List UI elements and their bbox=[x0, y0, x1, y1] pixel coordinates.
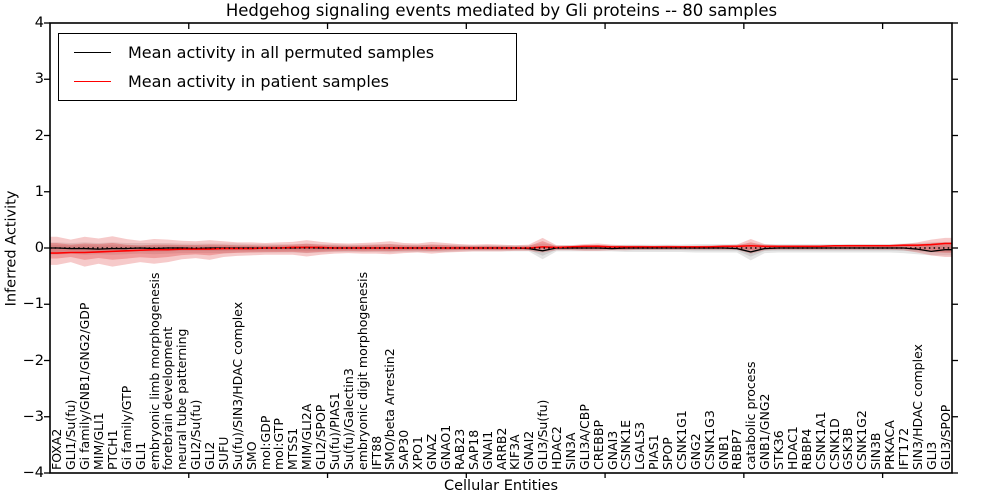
patient-samples-range-band bbox=[50, 236, 952, 267]
x-tick-label: PTCH1 bbox=[104, 429, 120, 470]
legend: Mean activity in all permuted samples Me… bbox=[58, 33, 517, 101]
legend-entry-patient: Mean activity in patient samples bbox=[59, 67, 516, 96]
x-tick-label: PIAS1 bbox=[646, 434, 662, 470]
x-tick-label: neural tube patterning bbox=[174, 328, 190, 470]
x-tick-label: IFT172 bbox=[895, 427, 911, 470]
x-tick-label: CSNK1G1 bbox=[673, 410, 689, 470]
x-tick-label: embryonic limb morphogenesis bbox=[146, 272, 162, 470]
x-tick-label: GNAI3 bbox=[604, 430, 620, 470]
x-tick-label: GLI3/SPOP bbox=[937, 404, 953, 470]
x-tick-label: GLI3/Su(fu) bbox=[535, 399, 551, 470]
y-tick-label: 2 bbox=[34, 127, 44, 144]
chart-title: Hedgehog signaling events mediated by Gl… bbox=[225, 1, 778, 20]
x-tick-label: LGALS3 bbox=[632, 421, 648, 470]
plot-border bbox=[49, 22, 953, 474]
y-tick-label: 1 bbox=[34, 183, 44, 200]
x-tick-label: embryonic digit morphogenesis bbox=[354, 271, 370, 470]
y-tick-label: 3 bbox=[34, 71, 44, 88]
x-tick-label: mol:GDP bbox=[257, 415, 273, 470]
x-tick-label: CSNK1G3 bbox=[701, 410, 717, 470]
x-tick-label: Su(fu)/Galectin3 bbox=[340, 368, 356, 470]
x-tick-label: SIN3A bbox=[562, 432, 578, 470]
x-tick-label: GNAZ bbox=[424, 433, 440, 470]
x-tick-label: GLI2 bbox=[202, 441, 218, 470]
x-tick-label: SMO bbox=[243, 441, 259, 470]
x-tick-label: GNAI2 bbox=[521, 430, 537, 470]
x-tick-label: GNAO1 bbox=[437, 424, 453, 470]
x-tick-label: HDAC2 bbox=[549, 426, 564, 470]
y-tick-label: 0 bbox=[34, 240, 44, 256]
legend-line-permuted-icon bbox=[74, 52, 111, 53]
x-tick-label: IFT88 bbox=[368, 435, 384, 470]
x-tick-label: Gi family/GTP bbox=[118, 385, 134, 470]
legend-label-permuted: Mean activity in all permuted samples bbox=[128, 43, 435, 62]
y-tick-label: −2 bbox=[22, 352, 44, 369]
x-tick-label: GNB1/GNG2 bbox=[757, 393, 773, 470]
x-tick-label: catabolic process bbox=[743, 361, 759, 470]
x-tick-label: GLI1 bbox=[132, 441, 148, 470]
x-tick-label: RBBP4 bbox=[798, 428, 814, 470]
x-tick-label: CREBBP bbox=[590, 420, 606, 470]
x-tick-label: MTSS1 bbox=[285, 427, 301, 470]
x-tick-label: STK36 bbox=[771, 430, 787, 470]
x-tick-label: MIM/GLI1 bbox=[91, 412, 107, 470]
patient-mean-line bbox=[50, 242, 952, 254]
x-tick-label: SIN3/HDAC complex bbox=[909, 344, 925, 470]
x-tick-label: GNG2 bbox=[687, 433, 703, 470]
legend-entry-permuted: Mean activity in all permuted samples bbox=[59, 38, 516, 67]
x-tick-label: RBBP7 bbox=[729, 428, 745, 470]
x-tick-label: ARRB2 bbox=[493, 427, 509, 470]
x-tick-label: CSNK1G2 bbox=[854, 410, 870, 470]
x-tick-label: RAB23 bbox=[451, 428, 467, 470]
x-tick-label: SPOP bbox=[660, 437, 676, 470]
y-tick-label: −1 bbox=[22, 296, 44, 313]
x-tick-label: CSNK1E bbox=[618, 419, 634, 470]
x-tick-label: CSNK1D bbox=[826, 418, 842, 470]
x-tick-label: SMO/beta Arrestin2 bbox=[382, 348, 398, 470]
legend-label-patient: Mean activity in patient samples bbox=[128, 72, 389, 91]
x-tick-label: Su(fu)/SIN3/HDAC complex bbox=[229, 301, 245, 470]
x-tick-label: CSNK1A1 bbox=[812, 411, 828, 470]
x-tick-label: PRKACA bbox=[882, 420, 898, 470]
patient-samples-range-band-inner bbox=[50, 241, 952, 260]
x-tick-label: GLI2/Su(fu) bbox=[188, 399, 204, 470]
x-tick-label: GSK3B bbox=[840, 427, 856, 470]
legend-line-patient-icon bbox=[74, 81, 111, 82]
x-tick-label: KIF3A bbox=[507, 434, 523, 470]
x-tick-label: SUFU bbox=[215, 436, 231, 470]
x-tick-label: mol:GTP bbox=[271, 418, 287, 470]
x-tick-label: SIN3B bbox=[868, 432, 884, 471]
x-tick-label: SAP30 bbox=[396, 429, 412, 470]
x-tick-label: GNAI1 bbox=[479, 430, 495, 470]
x-tick-label: GLI3 bbox=[923, 441, 939, 470]
x-tick-label: forebrain development bbox=[160, 326, 176, 470]
y-tick-label: −4 bbox=[22, 465, 44, 481]
y-tick-label: 4 bbox=[34, 15, 44, 31]
x-tick-label: MIM/GLI2A bbox=[299, 403, 315, 470]
x-tick-label: XPO1 bbox=[410, 436, 426, 470]
x-tick-label: GNB1 bbox=[715, 434, 731, 470]
x-tick-label: FOXA2 bbox=[49, 428, 65, 470]
x-tick-label: Su(fu)/PIAS1 bbox=[326, 392, 342, 470]
x-tick-label: GLI2/SPOP bbox=[313, 404, 329, 470]
x-tick-label: GLI1/Su(fu) bbox=[63, 399, 79, 470]
x-tick-label: SAP18 bbox=[465, 429, 481, 470]
x-tick-label: Gi family/GNB1/GNG2/GDP bbox=[77, 302, 93, 470]
y-tick-label: −3 bbox=[22, 408, 44, 425]
x-tick-label: GLI3A/CBP bbox=[576, 404, 592, 470]
x-axis-label: Cellular Entities bbox=[443, 478, 559, 494]
x-tick-label: HDAC1 bbox=[784, 426, 800, 470]
